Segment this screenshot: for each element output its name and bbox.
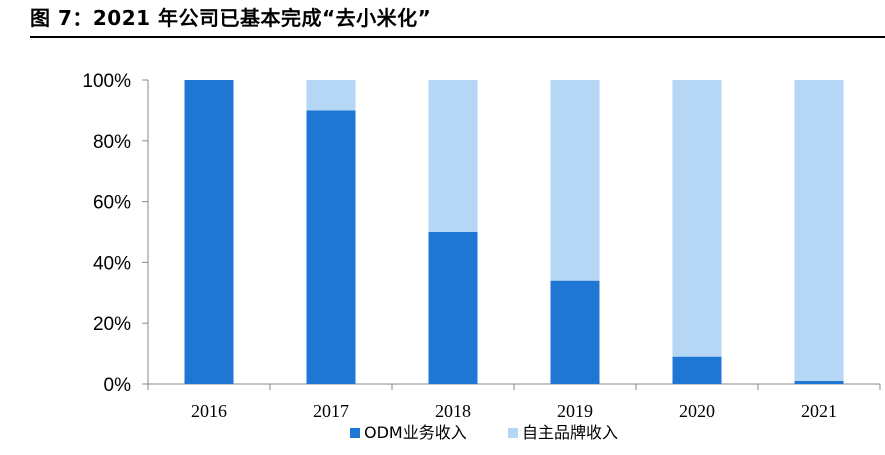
legend-swatch-odm [350,428,360,438]
bar-odm-2016 [184,80,234,384]
bar-odm-2021 [794,380,844,384]
x-tick-label: 2018 [435,401,471,421]
y-tick-label: 40% [93,253,131,274]
legend-label-own-brand: 自主品牌收入 [522,423,618,442]
legend-label-odm: ODM业务收入 [364,423,467,442]
title-underline [30,36,885,38]
legend-swatch-own-brand [508,428,518,438]
bar-own-brand-2018 [428,80,478,232]
y-tick-label: 20% [93,314,131,335]
y-tick-label: 0% [104,375,132,396]
bar-own-brand-2021 [794,80,844,381]
bar-odm-2020 [672,356,722,384]
y-tick-label: 100% [82,71,131,92]
bar-own-brand-2017 [306,80,356,111]
y-tick-label: 60% [93,193,131,214]
x-tick-label: 2016 [191,401,227,421]
y-tick-label: 80% [93,132,131,153]
x-tick-label: 2017 [313,401,349,421]
bar-odm-2018 [428,232,478,384]
bar-odm-2019 [550,280,600,384]
x-tick-label: 2019 [557,401,593,421]
x-tick-label: 2021 [801,401,837,421]
x-tick-label: 2020 [679,401,715,421]
bar-own-brand-2020 [672,80,722,357]
bar-own-brand-2019 [550,80,600,281]
bar-odm-2017 [306,110,356,385]
figure-title: 图 7：2021 年公司已基本完成“去小米化” [30,6,432,30]
